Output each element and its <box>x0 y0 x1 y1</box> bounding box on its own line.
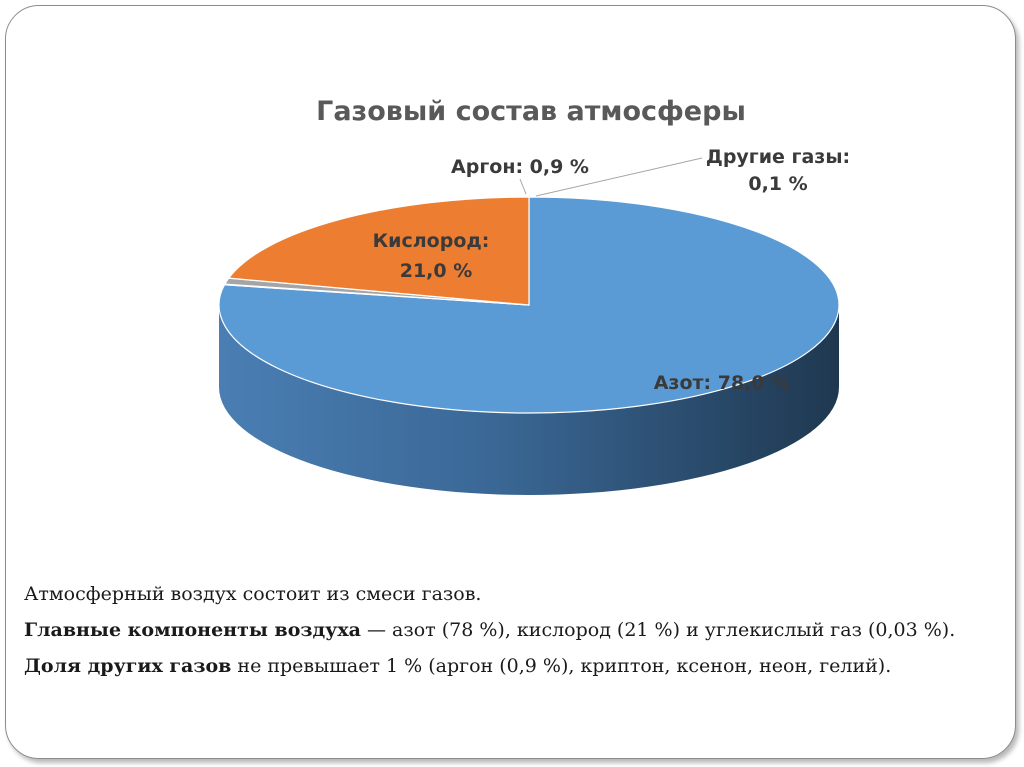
text-line-1: Атмосферный воздух состоит из смеси газо… <box>24 583 482 605</box>
label-other-gases-line2: 0,1 % <box>748 173 807 195</box>
text-bold-main-components: Главные компоненты воздуха <box>24 619 361 641</box>
text-other-gases-rest: не превышает 1 % (аргон (0,9 %), криптон… <box>231 655 892 677</box>
chart-title: Газовый состав атмосферы <box>316 96 746 127</box>
pie-slice-4 <box>227 196 530 306</box>
label-oxygen-line1: Кислород: <box>373 230 490 252</box>
pie-layer <box>218 196 840 495</box>
label-oxygen-line2: 21,0 % <box>400 260 473 282</box>
pie-side-wall <box>219 305 839 495</box>
slide-frame: Газовый состав атмосферы Аргон: 0,9 % Др… <box>5 5 1016 759</box>
label-argon: Аргон: 0,9 % <box>451 156 589 178</box>
label-other-gases-line1: Другие газы: <box>706 146 850 168</box>
leader-line-argon <box>519 178 527 195</box>
label-nitrogen: Азот: 78,0 % <box>654 372 791 394</box>
pie-chart: Газовый состав атмосферы Аргон: 0,9 % Др… <box>218 96 850 495</box>
text-bold-other-gases: Доля других газов <box>24 655 232 677</box>
description-text: Атмосферный воздух состоит из смеси газо… <box>24 580 984 688</box>
text-main-components-rest: — азот (78 %), кислород (21 %) и углекис… <box>360 619 956 641</box>
leader-line-other-gases <box>535 157 703 197</box>
text-paragraph-other-gases: Доля других газов не превышает 1 % (арго… <box>24 652 984 680</box>
text-paragraph-main-components: Главные компоненты воздуха — азот (78 %)… <box>24 616 984 644</box>
pie-slice-1 <box>218 196 840 414</box>
